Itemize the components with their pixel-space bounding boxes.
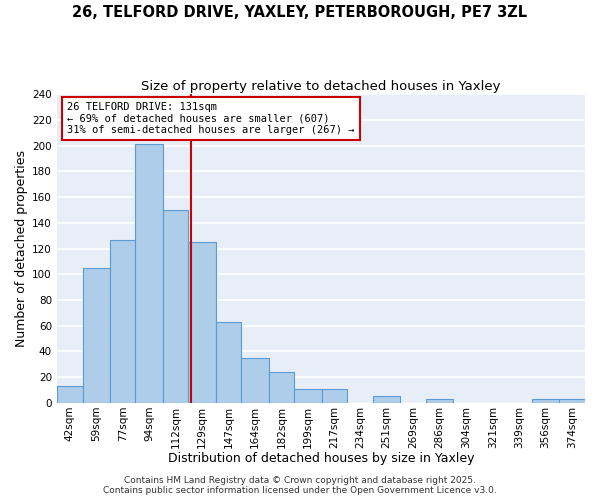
Bar	[269, 372, 295, 403]
Text: Contains HM Land Registry data © Crown copyright and database right 2025.
Contai: Contains HM Land Registry data © Crown c…	[103, 476, 497, 495]
Bar	[532, 399, 559, 403]
Bar	[188, 242, 215, 403]
Text: 26 TELFORD DRIVE: 131sqm
← 69% of detached houses are smaller (607)
31% of semi-: 26 TELFORD DRIVE: 131sqm ← 69% of detach…	[67, 102, 355, 135]
Y-axis label: Number of detached properties: Number of detached properties	[15, 150, 28, 347]
X-axis label: Distribution of detached houses by size in Yaxley: Distribution of detached houses by size …	[167, 452, 474, 465]
Bar	[373, 396, 400, 403]
Bar	[559, 399, 585, 403]
Bar	[295, 389, 322, 403]
Bar	[426, 399, 454, 403]
Text: 26, TELFORD DRIVE, YAXLEY, PETERBOROUGH, PE7 3ZL: 26, TELFORD DRIVE, YAXLEY, PETERBOROUGH,…	[73, 5, 527, 20]
Bar	[110, 240, 136, 403]
Bar	[322, 389, 347, 403]
Bar	[241, 358, 269, 403]
Title: Size of property relative to detached houses in Yaxley: Size of property relative to detached ho…	[141, 80, 500, 93]
Bar	[136, 144, 163, 403]
Bar	[83, 268, 110, 403]
Bar	[163, 210, 188, 403]
Bar	[57, 386, 83, 403]
Bar	[215, 322, 241, 403]
